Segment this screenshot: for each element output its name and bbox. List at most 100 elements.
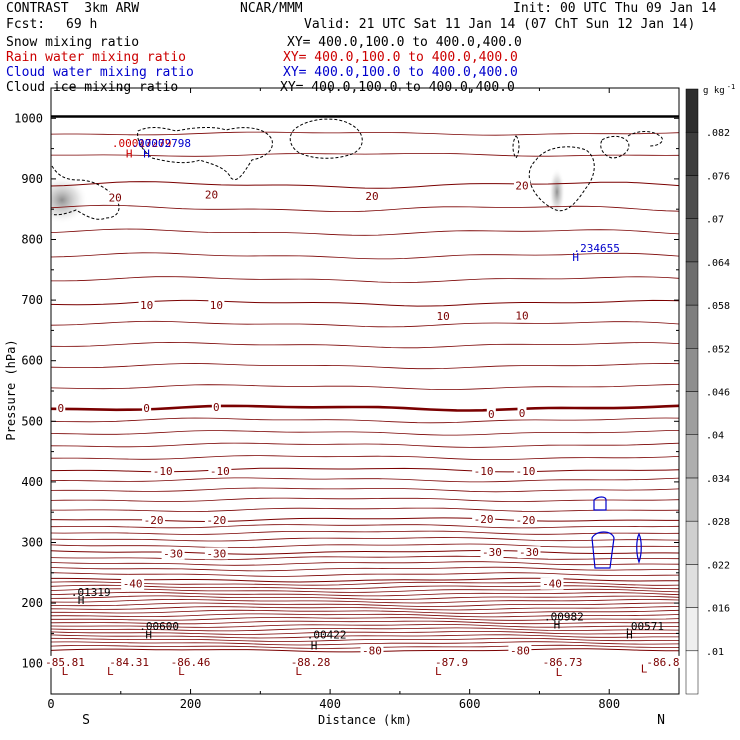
isotherm-label: -20 (144, 514, 164, 527)
isotherm-line (51, 252, 679, 260)
isotherm-label: -30 (163, 547, 183, 560)
colorbar-label: .022 (706, 560, 730, 571)
isotherm-line (51, 609, 679, 614)
colorbar-label: .082 (706, 128, 730, 139)
isotherm-label: -20 (474, 513, 494, 526)
y-tick-label: 800 (21, 233, 43, 247)
isotherm-label: 10 (515, 309, 528, 322)
isotherm-line (51, 581, 679, 586)
extremum-value: .00600 (139, 620, 179, 633)
plot-frame (50, 87, 680, 695)
south-label: S (82, 713, 90, 728)
isotherm-label: 0 (213, 401, 220, 414)
isotherm-label-bg (151, 464, 175, 477)
isotherm-label: -86.73 (543, 656, 583, 669)
isotherm-label-bg (208, 298, 225, 311)
isotherm-label: -85.81 (45, 656, 85, 669)
isotherm-label: 20 (365, 190, 378, 203)
isotherm-line (51, 550, 679, 555)
isotherm-label: -30 (482, 546, 502, 559)
isotherm-line (51, 588, 679, 593)
isotherm-line (51, 442, 679, 448)
isotherm-line (51, 555, 679, 561)
colorbar-swatch (685, 88, 699, 133)
field-cloudwater-xy: XY= 400.0,100.0 to 400.0,400.0 (283, 65, 518, 80)
model-title: CONTRAST 3km ARW (6, 1, 140, 16)
x-tick-label: 800 (598, 697, 620, 711)
isotherm-line (51, 577, 679, 583)
colorbar-label: .058 (706, 301, 730, 312)
isotherm-line (51, 634, 679, 639)
y-tick-label: 300 (21, 536, 43, 550)
isotherm-line (51, 624, 679, 628)
isotherm-line (51, 566, 679, 572)
isotherm-label: -40 (123, 578, 143, 591)
forecast-hours: 69 h (66, 17, 98, 32)
colorbar-swatch (685, 175, 699, 219)
extremum-value: .00422 (307, 629, 347, 642)
extremum-marker: L (641, 663, 648, 676)
isotherm-line (51, 320, 679, 328)
isotherm-label: 0 (143, 402, 150, 415)
colorbar-swatch (685, 477, 699, 522)
isotherm-label: 10 (437, 310, 450, 323)
colorbar-swatch (685, 261, 699, 306)
extremum-marker: H (311, 640, 318, 653)
isotherm-label-bg (161, 547, 185, 560)
isotherm-label-bg (517, 546, 541, 559)
isotherm-label: -87.9 (435, 656, 468, 669)
isotherm-label: 0 (488, 408, 495, 421)
x-axis-title: Distance (km) (318, 713, 412, 727)
isotherm-line (51, 530, 679, 535)
colorbar-swatch (685, 520, 699, 565)
isotherm-label-bg (204, 514, 228, 527)
y-tick-label: 700 (21, 293, 43, 307)
extremum-marker: H (143, 147, 150, 160)
isotherm-label-bg (517, 406, 527, 419)
isotherm-label: -20 (206, 514, 226, 527)
isotherm-label-bg (168, 655, 213, 668)
isotherm-label-bg (514, 309, 530, 322)
isotherm-label-bg (540, 577, 564, 590)
isotherm-label-bg (472, 464, 496, 477)
y-tick-label: 400 (21, 475, 43, 489)
isotherm-label-bg (107, 191, 124, 204)
isotherm-line (51, 606, 679, 611)
isotherm-label-bg (121, 577, 145, 590)
isotherm-label-bg (142, 401, 152, 414)
isotherm-line (51, 617, 679, 621)
field-cloudwater-name: Cloud water mixing ratio (6, 65, 194, 80)
isotherm-label: 20 (109, 192, 122, 205)
cloud-ice-contour (289, 118, 363, 159)
extremum-marker: L (295, 665, 302, 678)
isotherm-line (51, 613, 679, 618)
isotherm-line (51, 204, 679, 212)
isotherm-line (51, 631, 679, 635)
isotherm-line (51, 299, 679, 307)
x-tick-label: 600 (459, 697, 481, 711)
extremum-marker: H (572, 251, 579, 264)
isotherm-line (51, 572, 679, 577)
isotherm-label-bg (211, 400, 221, 413)
isotherm-label: -88.28 (291, 656, 331, 669)
colorbar-label: .064 (706, 258, 730, 269)
field-snow-name: Snow mixing ratio (6, 35, 140, 50)
y-tick-label: 200 (21, 596, 43, 610)
isotherm-label-bg (644, 655, 682, 668)
y-tick-label: 600 (21, 354, 43, 368)
isotherm-label: -10 (153, 465, 173, 478)
cloud-ice-contour (137, 127, 273, 180)
isotherm-label: 0 (519, 407, 526, 420)
isotherm-label: 10 (140, 299, 153, 312)
field-rain-xy: XY= 400.0,100.0 to 400.0,400.0 (283, 50, 518, 65)
colorbar-swatch (685, 304, 699, 349)
extremum-marker: L (107, 665, 114, 678)
extremum-marker: H (626, 629, 633, 642)
isotherm-line (51, 384, 679, 391)
isotherm-label-bg (288, 655, 333, 668)
isotherm-label: 20 (205, 189, 218, 202)
x-tick-label: 200 (180, 697, 202, 711)
isotherm-line (51, 561, 679, 566)
isotherm-label: 10 (210, 299, 223, 312)
x-tick-label: 0 (47, 697, 54, 711)
